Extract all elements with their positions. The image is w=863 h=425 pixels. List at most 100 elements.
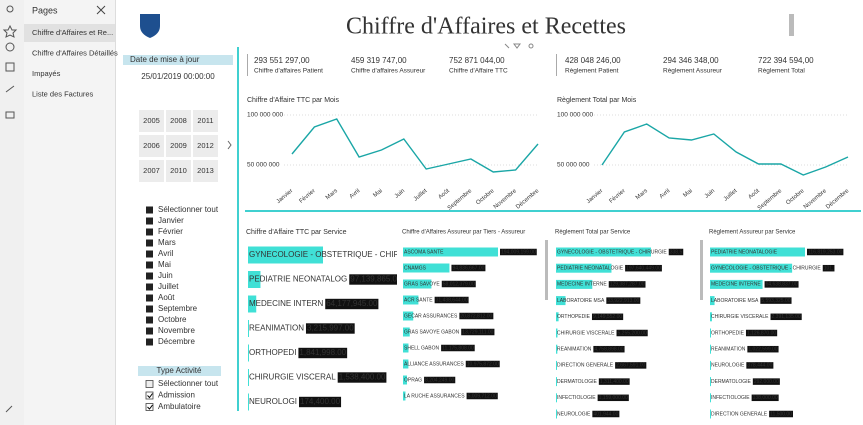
month-option[interactable]: Mars [158,238,176,247]
category-label: DERMATOLOGIE [711,379,751,385]
year-label[interactable]: 2005 [143,116,160,125]
nav-item[interactable]: Impayés [32,69,61,78]
category-label: CNAMGS [404,265,427,271]
month-option[interactable]: Novembre [158,326,195,335]
close-icon[interactable] [96,5,106,15]
bar [710,360,711,370]
value-label: 5,255,200.00 [618,330,647,336]
bar [556,393,557,403]
value-label: 5,593,325.00 [761,298,790,304]
category-label: NEUROLOGIE [557,411,591,417]
month-option[interactable]: Janvier [158,216,184,225]
year-button[interactable] [139,110,164,132]
month-option[interactable]: Octobre [158,315,187,324]
activity-option[interactable]: Sélectionner tout [158,379,219,388]
visual-icons [504,43,534,49]
month-option[interactable]: Juillet [158,282,179,291]
bar-group: GYNECOLOGIE - OBSTETRIQUE - CHIRU584,PED… [248,246,397,411]
category-label: ORTHOPEDIE [557,314,591,320]
category-label: ALLIANCE ASSURANCES [404,361,464,367]
year-label[interactable]: 2010 [170,166,187,175]
year-label[interactable]: 2009 [170,141,187,150]
y-tick-label: 100 000 000 [557,112,594,119]
chart-title: Chiffre d'Affaire TTC par Mois [247,97,339,104]
checkbox[interactable] [146,316,153,324]
year-button[interactable] [193,160,218,182]
checkbox[interactable] [146,272,153,280]
nav-item[interactable]: Liste des Factures [32,89,94,98]
value-label: 58,012,379.00 [443,281,475,287]
year-label[interactable]: 2006 [143,141,160,150]
value-label-bg [441,344,475,352]
month-option[interactable]: Sélectionner tout [158,205,219,214]
year-button[interactable] [139,135,164,157]
chart-title: Chiffre d'Affaire TTC par Service [246,229,347,236]
divider [115,0,116,425]
value-label: 378,444.00 [747,363,772,369]
x-tick-label: Mai [372,188,383,199]
checkbox[interactable] [146,338,153,346]
next-arrow[interactable] [227,140,232,150]
checkbox[interactable] [146,283,153,291]
activity-option[interactable]: Ambulatoire [158,402,201,411]
year-button[interactable] [139,160,164,182]
value-label: 8,204,249.00 [425,377,454,383]
value-label-bg [424,376,456,384]
value-label-bg [625,264,662,272]
month-option[interactable]: Septembre [158,304,198,313]
month-option[interactable]: Mai [158,260,171,269]
checkbox[interactable] [146,228,153,236]
bar [710,312,712,322]
checkbox[interactable] [146,305,153,313]
year-button[interactable] [193,110,218,132]
month-option[interactable]: Août [158,293,175,302]
activity-option[interactable]: Admission [158,391,195,400]
value-label-bg [299,396,342,408]
year-button[interactable] [166,135,191,157]
value-label: 1,538,400.00 [339,373,386,382]
category-label: INFECTIOLOGIE [557,395,596,401]
checkbox[interactable] [145,403,154,411]
month-option[interactable]: Décembre [158,337,195,346]
separator-horizontal [245,210,861,212]
year-button[interactable] [193,135,218,157]
category-label: GYNECOLOGIE - OBSTETRIQUE - CHIRURGIE [557,249,667,255]
checkbox[interactable] [146,250,153,258]
year-button[interactable] [166,160,191,182]
month-option[interactable]: Avril [158,249,174,258]
line [601,123,849,176]
value-label-bg [764,281,799,288]
year-label[interactable]: 2012 [197,141,214,150]
year-label[interactable]: 2008 [170,116,187,125]
checkbox[interactable] [145,391,154,400]
month-option[interactable]: Juin [158,271,173,280]
checkbox[interactable] [146,217,153,225]
checkbox[interactable] [146,239,153,247]
year-label[interactable]: 2011 [197,116,213,125]
year-button[interactable] [166,110,191,132]
checkbox[interactable] [146,206,153,214]
value-label: 64,177,945.00 [326,299,378,308]
value-label: 2,391,135.00 [772,314,801,320]
value-label-bg [500,248,537,256]
x-tick-label: Juin [704,188,716,200]
y-tick-label: 50 000 000 [557,162,590,169]
value-label: 11,500.00 [770,411,792,417]
activity-header [138,366,221,376]
category-label: SHELL GABON [404,345,439,351]
bar [556,263,612,273]
year-label[interactable]: 2013 [197,166,214,175]
value-label: 94,836,667.00 [452,265,484,271]
nav-item[interactable]: Chiffre d'Affaires et Re... [32,28,113,37]
value-label: 1,126,870.00 [747,330,776,336]
month-option[interactable]: Février [158,227,183,236]
checkbox[interactable] [146,294,153,302]
category-label: PEDIATRIE NEONATALOG [249,275,347,284]
value-label-bg [807,248,844,256]
checkbox[interactable] [145,380,154,388]
checkbox[interactable] [146,327,153,335]
nav-item[interactable]: Chiffre d'Affaires Détaillés [32,48,118,57]
year-label[interactable]: 2007 [143,166,160,175]
checkbox[interactable] [146,261,153,269]
value-label-bg [591,313,624,321]
